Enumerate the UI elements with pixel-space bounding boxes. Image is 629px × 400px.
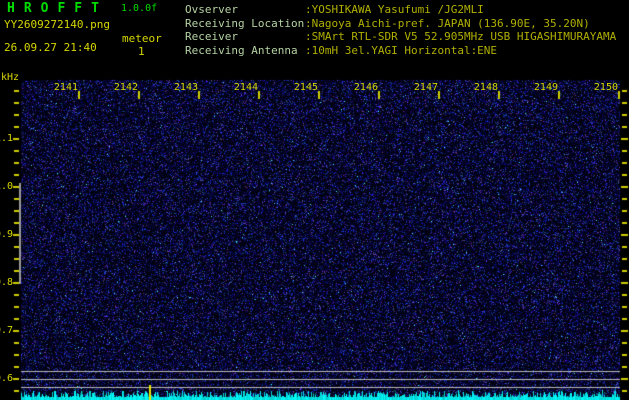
y-tick-label: 0.8 — [0, 277, 13, 288]
x-tick-label: 2144 — [233, 82, 258, 93]
info-label-receiver: Receiver — [185, 30, 238, 43]
info-value-observer: :YOSHIKAWA Yasufumi /JG2MLI — [305, 3, 484, 16]
x-tick-label: 2148 — [473, 82, 498, 93]
y-tick-label: 1.0 — [0, 181, 13, 192]
app-version: 1.0.0f — [121, 3, 158, 14]
x-tick-label: 2146 — [353, 82, 378, 93]
info-label-observer: Ovserver — [185, 3, 238, 16]
info-value-location: :Nagoya Aichi-pref. JAPAN (136.90E, 35.2… — [305, 16, 590, 30]
x-tick-label: 2150 — [593, 82, 618, 93]
x-tick-label: 2149 — [533, 82, 558, 93]
x-tick-label: 2141 — [53, 82, 78, 93]
meteor-count: 1 — [138, 45, 145, 58]
app-title: HROFFT — [7, 1, 108, 16]
datetime-label: 26.09.27 21:40 — [4, 41, 97, 54]
x-tick-label: 2142 — [113, 82, 138, 93]
output-filename: YY2609272140.png — [4, 18, 110, 31]
y-axis-unit: kHz — [1, 72, 20, 83]
y-tick-label: 0.9 — [0, 229, 13, 240]
info-label-antenna: Receiving Antenna — [185, 43, 298, 57]
x-tick-label: 2143 — [173, 82, 198, 93]
y-tick-label: 1.1 — [0, 133, 13, 144]
info-label-location: Receiving Location — [185, 16, 305, 30]
info-value-antenna: :10mH 3el.YAGI Horizontal:ENE — [305, 43, 498, 57]
x-tick-label: 2145 — [293, 82, 318, 93]
mode-label: meteor — [122, 32, 162, 45]
info-value-receiver: :SMArt RTL-SDR V5 52.905MHz USB HIGASHIM… — [305, 30, 617, 43]
y-tick-label: 0.6 — [0, 373, 13, 384]
y-tick-label: 0.7 — [0, 325, 13, 336]
x-tick-label: 2147 — [413, 82, 438, 93]
